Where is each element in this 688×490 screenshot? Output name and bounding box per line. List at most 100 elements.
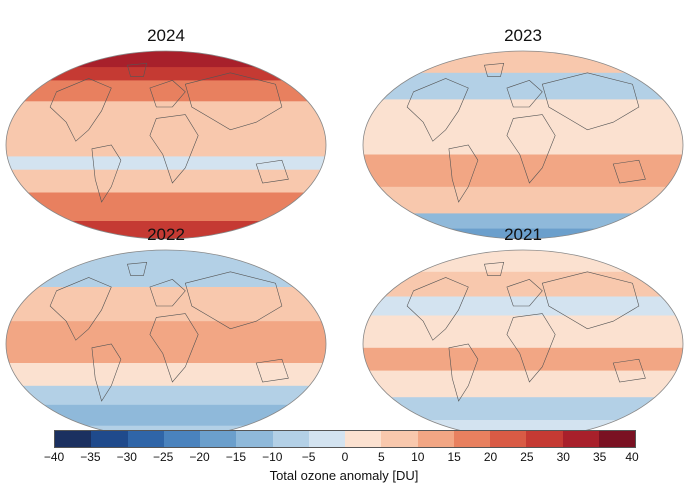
colorbar-segment: [453, 431, 490, 447]
anomaly-band: [363, 370, 683, 399]
colorbar-segment: [417, 431, 454, 447]
colorbar-segment: [381, 431, 418, 447]
anomaly-band: [6, 250, 326, 288]
colorbar-tick-label: 0: [341, 450, 349, 464]
panel-title: 2023: [504, 26, 542, 45]
map-panel-2022: 2022: [5, 225, 327, 441]
anomaly-band: [6, 321, 326, 364]
anomaly-band: [363, 315, 683, 349]
coastline: [127, 62, 148, 77]
ozone-anomaly-map: [5, 50, 327, 240]
coastline: [255, 159, 289, 184]
coastline: [506, 279, 543, 307]
coastline: [184, 271, 283, 330]
colorbar-segment: [272, 431, 309, 447]
coastline: [448, 343, 479, 402]
coastline: [149, 279, 186, 307]
colorbar-segment: [163, 431, 200, 447]
anomaly-band: [6, 192, 326, 222]
colorbar-tick-label: 30: [556, 450, 570, 464]
anomaly-band: [363, 154, 683, 188]
colorbar-tick-label: −30: [116, 450, 137, 464]
colorbar-segment: [55, 431, 92, 447]
coastline: [541, 271, 640, 330]
colorbar-tick-label: 5: [378, 450, 385, 464]
panel-title: 2024: [147, 26, 185, 45]
colorbar-segment: [127, 431, 164, 447]
colorbar-tick-label: 20: [483, 450, 498, 464]
coastline: [49, 78, 112, 142]
colorbar-tick-label: −40: [43, 450, 65, 464]
map-panel-2023: 2023: [362, 26, 684, 242]
anomaly-band: [6, 169, 326, 194]
colorbar-tick-label: 35: [592, 450, 607, 464]
colorbar-segment: [490, 431, 527, 447]
anomaly-band: [363, 99, 683, 156]
colorbar: [54, 430, 636, 448]
map-panel-2024: 2024: [5, 26, 327, 242]
coastline: [91, 343, 122, 402]
anomaly-band: [363, 296, 683, 317]
coastline: [91, 144, 122, 203]
colorbar-tick-label: 15: [447, 450, 461, 464]
ozone-anomaly-map: [362, 249, 684, 439]
colorbar-tick-label: −15: [225, 450, 247, 464]
colorbar-tick-label: 10: [411, 450, 425, 464]
coastline: [448, 144, 479, 203]
anomaly-band: [6, 385, 326, 406]
panel-title: 2022: [147, 225, 185, 244]
colorbar-tick-label: 40: [625, 450, 639, 464]
anomaly-band: [6, 80, 326, 103]
coastline: [149, 80, 186, 108]
anomaly-band: [363, 72, 683, 101]
colorbar-tick-label: −20: [189, 450, 210, 464]
anomaly-band: [363, 397, 683, 421]
coastline: [127, 261, 148, 276]
map-outline: [5, 50, 327, 240]
colorbar-tick-label: −25: [152, 450, 174, 464]
coastline: [541, 72, 640, 131]
coastline: [406, 78, 469, 142]
anomaly-band: [6, 363, 326, 387]
anomaly-band: [363, 186, 683, 215]
anomaly-band: [6, 67, 326, 82]
anomaly-band: [6, 287, 326, 323]
anomaly-band: [6, 404, 326, 427]
coastline: [484, 261, 505, 276]
colorbar-segment: [526, 431, 563, 447]
colorbar-tick-label: −10: [262, 450, 283, 464]
coastline: [406, 277, 469, 341]
colorbar-segment: [200, 431, 237, 447]
colorbar-segment: [598, 431, 635, 447]
colorbar-segment: [562, 431, 599, 447]
coastline: [506, 313, 556, 383]
coastline: [255, 358, 289, 383]
anomaly-band: [6, 101, 326, 158]
map-outline: [362, 50, 684, 240]
colorbar-tick-label: −35: [80, 450, 101, 464]
anomaly-band: [363, 271, 683, 298]
coastline: [484, 62, 505, 77]
colorbar-segment: [345, 431, 382, 447]
colorbar-tick-label: 25: [520, 450, 534, 464]
anomaly-band: [363, 347, 683, 372]
coastline: [49, 277, 112, 341]
map-panel-2021: 2021: [362, 225, 684, 441]
colorbar-segment: [308, 431, 345, 447]
anomaly-band: [6, 51, 326, 69]
coastline: [149, 114, 199, 184]
ozone-anomaly-map: [362, 50, 684, 240]
coastline: [612, 358, 646, 383]
anomaly-band: [363, 250, 683, 273]
coastline: [149, 313, 199, 383]
colorbar-segment: [91, 431, 128, 447]
anomaly-band: [363, 51, 683, 74]
colorbar-label: Total ozone anomaly [DU]: [269, 468, 419, 483]
ozone-anomaly-map: [5, 249, 327, 439]
coastline: [612, 159, 646, 184]
coastline: [184, 72, 283, 131]
anomaly-band: [363, 213, 683, 230]
anomaly-band: [363, 228, 683, 239]
coastline: [506, 114, 556, 184]
colorbar-tick-label: −5: [301, 450, 316, 464]
